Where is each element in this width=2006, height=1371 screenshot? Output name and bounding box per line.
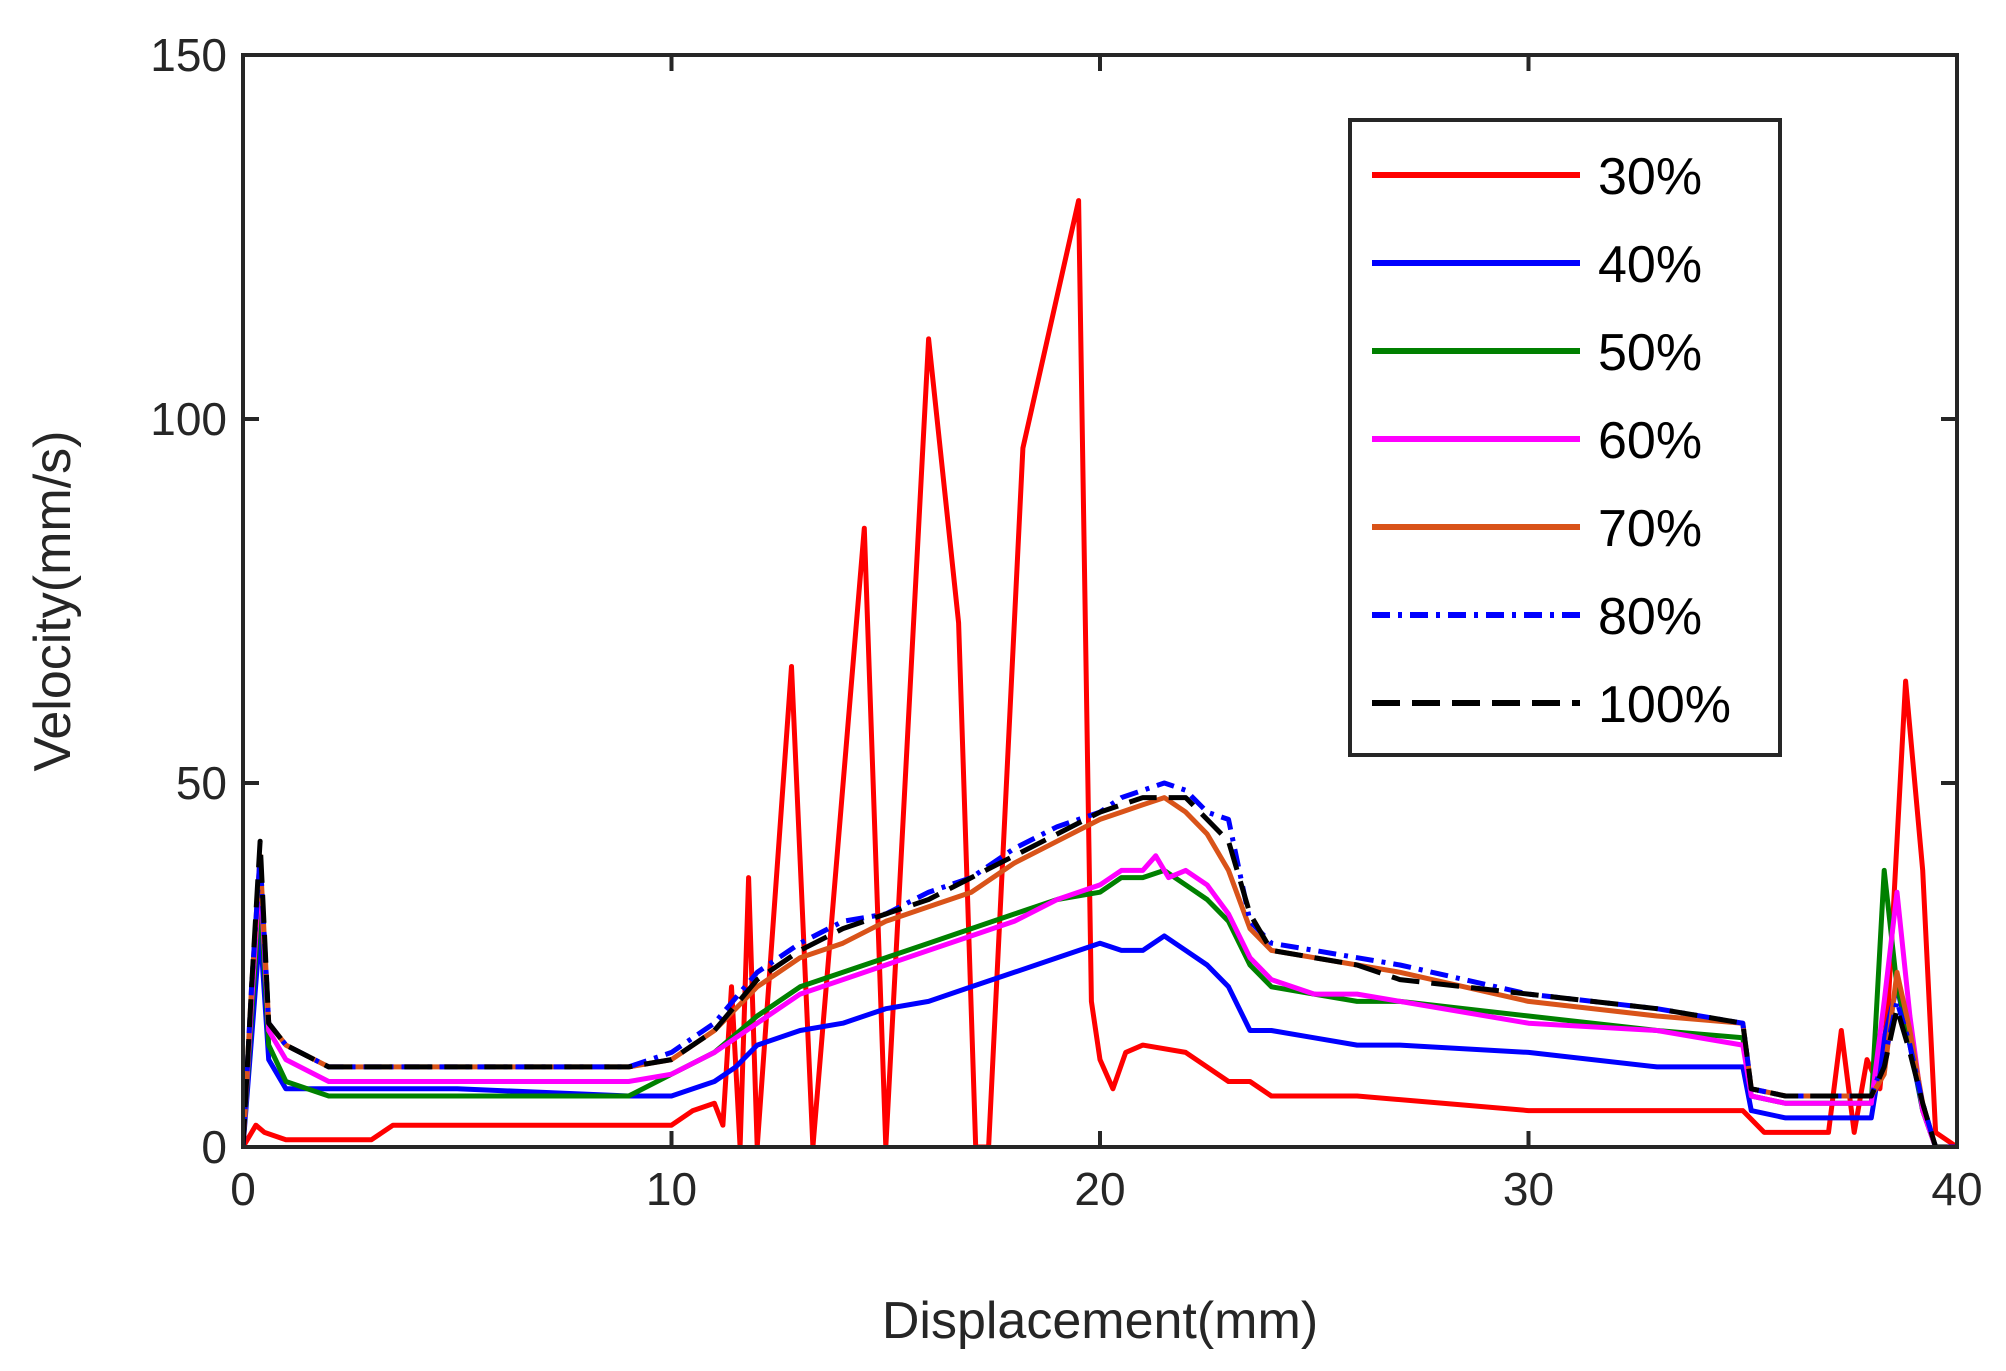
legend-label: 70% bbox=[1598, 500, 1702, 558]
legend: 30% 40% 50% 60% 70% 80% 100% bbox=[1348, 118, 1782, 757]
x-tick-label: 30 bbox=[1503, 1163, 1554, 1215]
legend-label: 50% bbox=[1598, 324, 1702, 382]
y-tick-label: 50 bbox=[176, 757, 227, 809]
legend-label: 40% bbox=[1598, 236, 1702, 294]
series-line-40pct bbox=[243, 926, 1957, 1147]
x-tick-label: 0 bbox=[230, 1163, 256, 1215]
legend-items: 30% 40% 50% 60% 70% 80% 100% bbox=[1372, 148, 1731, 734]
series-line-60pct bbox=[243, 853, 1957, 1147]
y-tick-label: 150 bbox=[150, 29, 227, 81]
legend-label: 80% bbox=[1598, 588, 1702, 646]
y-axis-label: Velocity(mm/s) bbox=[24, 431, 82, 772]
y-tick-label: 0 bbox=[201, 1121, 227, 1173]
series-line-30pct bbox=[243, 198, 1957, 1147]
legend-label: 100% bbox=[1598, 676, 1731, 734]
legend-label: 30% bbox=[1598, 148, 1702, 206]
x-tick-label: 40 bbox=[1931, 1163, 1982, 1215]
series-line-100pct bbox=[243, 795, 1957, 1147]
x-tick-label: 10 bbox=[646, 1163, 697, 1215]
x-axis-label: Displacement(mm) bbox=[882, 1292, 1318, 1350]
legend-label: 60% bbox=[1598, 412, 1702, 470]
y-tick-label: 100 bbox=[150, 393, 227, 445]
tick-layer: 0 10 20 30 40 0 50 100 150 bbox=[150, 29, 1982, 1215]
series-layer bbox=[243, 198, 1957, 1147]
x-tick-label: 20 bbox=[1074, 1163, 1125, 1215]
